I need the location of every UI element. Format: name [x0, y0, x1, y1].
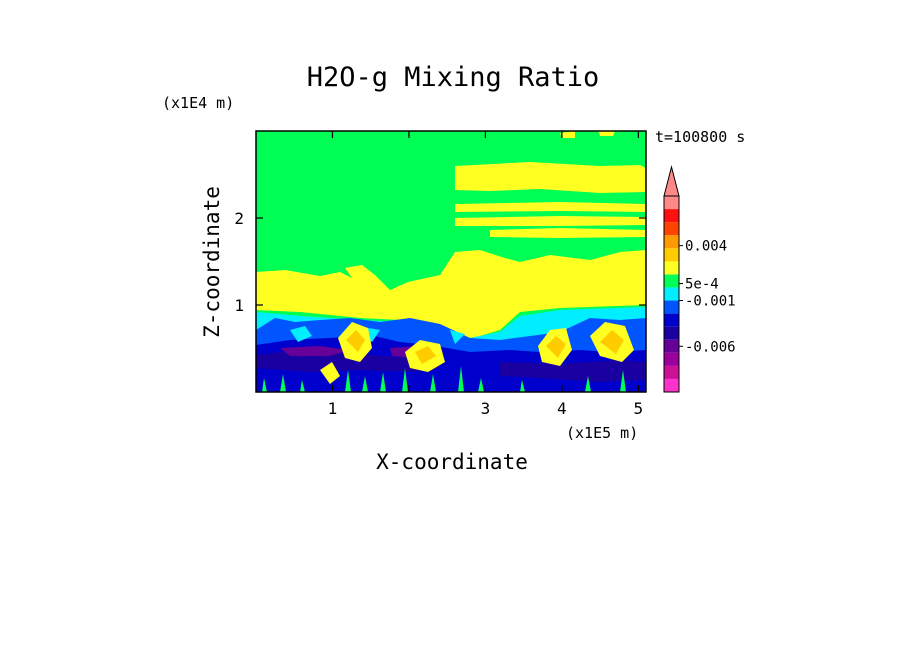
- convective-blobs: [320, 322, 634, 384]
- plot-frame: [255, 130, 647, 393]
- chart-title: H2O-g Mixing Ratio: [307, 62, 600, 93]
- colorbar-tick-label: 0.004: [685, 239, 727, 255]
- x-tick-label: 5: [634, 399, 644, 418]
- x-tick-label: 2: [404, 399, 414, 418]
- colorbar-frame: [663, 195, 680, 393]
- colorbar-extend-arrow: [663, 165, 680, 197]
- upper-moisture-bands: [455, 131, 646, 238]
- x-axis-label: X-coordinate: [376, 450, 528, 474]
- colorbar-level: [664, 209, 679, 223]
- navy-band-2: [500, 360, 646, 382]
- colorbar-level: [664, 339, 679, 353]
- colorbar-level: [664, 313, 679, 327]
- colorbar-level: [664, 235, 679, 249]
- mid-moisture-region: [256, 250, 646, 340]
- x-tick-label: 1: [328, 399, 338, 418]
- y-tick-label: 2: [234, 209, 244, 228]
- colorbar-tick-label: 5e-4: [685, 277, 719, 293]
- y-axis-label: Z-coordinate: [200, 186, 224, 338]
- colorbar-level: [664, 378, 679, 392]
- colorbar-level: [664, 222, 679, 236]
- time-label: t=100800 s: [655, 128, 745, 146]
- colorbar-level: [664, 287, 679, 301]
- colorbar-level: [664, 365, 679, 379]
- colorbar-level: [664, 248, 679, 262]
- colorbar-level: [664, 274, 679, 288]
- y-tick-label: 1: [234, 296, 244, 315]
- plot-area: [256, 131, 646, 392]
- colorbar-level: [664, 326, 679, 340]
- colorbar-tick-label: -0.006: [685, 339, 736, 355]
- y-unit-label: (x1E4 m): [162, 94, 234, 112]
- surface-spikes: [262, 366, 626, 392]
- purple-core: [280, 346, 350, 356]
- colorbar-level: [664, 352, 679, 366]
- colorbar-level: [664, 196, 679, 210]
- y-axis: 12: [234, 209, 646, 315]
- colorbar-tick-label: -0.001: [685, 294, 736, 310]
- x-axis: 1 2 3 4 5: [328, 131, 644, 418]
- x-unit-label: (x1E5 m): [566, 424, 638, 442]
- x-tick-label: 4: [557, 399, 567, 418]
- colorbar-level: [664, 261, 679, 275]
- x-tick-label: 3: [481, 399, 491, 418]
- colorbar-level: [664, 300, 679, 314]
